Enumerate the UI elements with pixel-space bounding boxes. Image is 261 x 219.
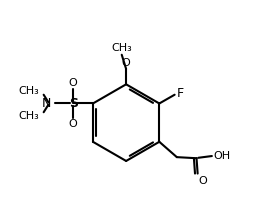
Text: O: O [69,78,78,88]
Text: O: O [69,119,78,129]
Text: N: N [42,97,51,110]
Text: S: S [69,97,78,110]
Text: OH: OH [213,151,230,161]
Text: CH₃: CH₃ [19,111,39,120]
Text: F: F [176,87,183,100]
Text: O: O [122,58,130,68]
Text: CH₃: CH₃ [19,87,39,96]
Text: CH₃: CH₃ [111,42,132,53]
Text: O: O [199,176,207,186]
